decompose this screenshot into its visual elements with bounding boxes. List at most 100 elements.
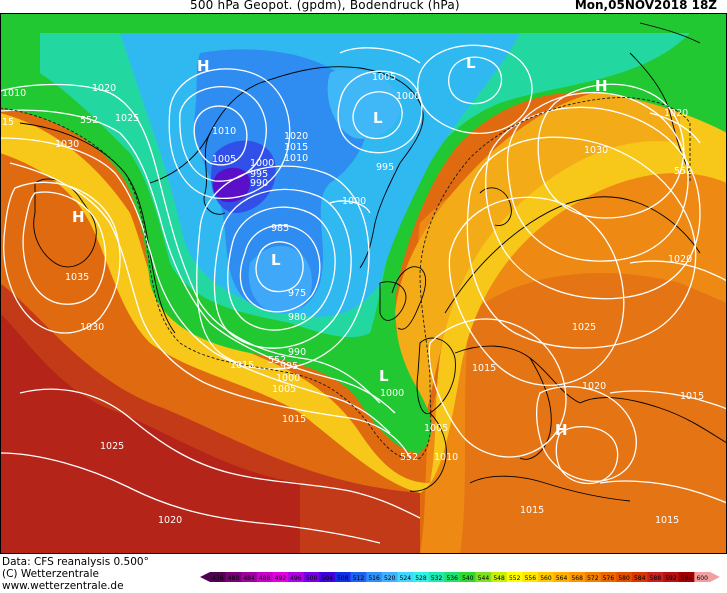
isobar-label: 1020	[92, 83, 116, 94]
isobar-label: 1000	[276, 373, 300, 384]
map-title: 500 hPa Geopot. (gpdm), Bodendruck (hPa)	[190, 0, 460, 12]
color-scale-tick: 500	[306, 575, 318, 582]
isobar-label: 1000	[342, 196, 366, 207]
color-scale-tick: 560	[540, 575, 552, 582]
pressure-center-low: L	[379, 367, 389, 385]
color-scale-cell	[241, 572, 258, 582]
gpdm-labels: 552 552 552 552	[80, 115, 692, 463]
pressure-centers: H H L L L H L H	[72, 54, 608, 439]
color-scale-tick: 572	[587, 575, 599, 582]
pressure-center-high: H	[595, 77, 608, 95]
isobar-label: 1020	[668, 254, 692, 265]
color-scale-tick: 584	[634, 575, 646, 582]
color-scale-tick: 592	[665, 575, 677, 582]
isobar-label: 1015	[520, 505, 544, 516]
color-scale-tick: 492	[275, 575, 287, 582]
color-scale-tick: 536	[446, 575, 458, 582]
isobar-label: 1020	[158, 515, 182, 526]
color-scale-cell	[616, 572, 633, 582]
color-scale-cell	[272, 572, 289, 582]
color-scale-cell	[350, 572, 367, 582]
coastlines	[19, 22, 727, 502]
pressure-center-low: L	[466, 54, 476, 72]
color-scale-tick: 504	[321, 575, 333, 582]
color-scale-tick: 516	[368, 575, 380, 582]
color-scale-cell	[288, 572, 305, 582]
color-scale-cell	[522, 572, 539, 582]
isobar-label: 1015	[282, 414, 306, 425]
data-source: Data: CFS reanalysis 0.500°	[2, 556, 149, 568]
color-scale-cell	[694, 572, 711, 582]
isobar-label: 1015	[680, 391, 704, 402]
gpdm-552-contour	[0, 97, 691, 460]
color-scale-tick: 588	[650, 575, 662, 582]
color-scale-cell	[647, 572, 664, 582]
color-scale-tick: 512	[353, 575, 365, 582]
isobar-label: 1020	[664, 108, 688, 119]
isobar-label: 1030	[55, 139, 79, 150]
color-scale-cell	[413, 572, 430, 582]
isobar-label: 985	[271, 223, 289, 234]
isobar-label: 1015	[472, 363, 496, 374]
timestamp: Mon,05NOV2018 18Z	[574, 0, 717, 12]
color-scale-tick: 488	[259, 575, 271, 582]
pressure-center-low: L	[271, 251, 281, 269]
isobar-label: 1025	[100, 441, 124, 452]
color-scale-tick: 596	[681, 575, 693, 582]
gpdm-label: 552	[268, 355, 286, 366]
isobar-label: 995	[250, 169, 268, 180]
color-scale-cell	[225, 572, 242, 582]
color-scale-cell	[428, 572, 445, 582]
isobar-label: 1000	[396, 91, 420, 102]
isobar-label: 975	[288, 288, 306, 299]
isobar-label: 1010	[2, 88, 26, 99]
color-scale-tick: 580	[618, 575, 630, 582]
isobar-label: 1035	[65, 272, 89, 283]
geopotential-field-ridge-orange	[395, 88, 680, 453]
color-scale-cell	[397, 572, 414, 582]
color-scale-tick: 532	[431, 575, 443, 582]
color-scale-cell	[210, 572, 226, 582]
isobar-label: 980	[288, 312, 306, 323]
color-scale-tick: 544	[478, 575, 490, 582]
gpdm-label: 552	[674, 166, 692, 177]
color-scale-cell	[631, 572, 648, 582]
isobar-label: 1005	[272, 384, 296, 395]
copyright: (C) Wetterzentrale	[2, 568, 99, 580]
isobar-label: 1020	[284, 131, 308, 142]
isobar-label: 1005	[212, 154, 236, 165]
color-scale-cell	[491, 572, 508, 582]
isobar-label: 1000	[380, 388, 404, 399]
color-scale-cell	[460, 572, 476, 582]
color-scale-cell	[335, 572, 351, 582]
color-scale-cell	[600, 572, 617, 582]
isobar-label: 1000	[250, 158, 274, 169]
footer: Data: CFS reanalysis 0.500° (C) Wetterze…	[0, 554, 727, 593]
color-scale-cell	[585, 572, 601, 582]
isobar-label: 1030	[80, 322, 104, 333]
color-scale-tick: 576	[603, 575, 615, 582]
map-panel: 1010 1020 1025 15 1030 1010 1005 1020 10…	[0, 13, 727, 554]
pressure-center-low: L	[373, 109, 383, 127]
color-scale-tick: 484	[243, 575, 255, 582]
color-scale-cell	[444, 572, 461, 582]
color-scale-cell	[678, 572, 695, 582]
gpdm-label: 552	[400, 452, 418, 463]
color-scale-cell	[538, 572, 555, 582]
isobar-label: 1025	[115, 113, 139, 124]
website: www.wetterzentrale.de	[2, 580, 124, 592]
isobar-label: 1015	[284, 142, 308, 153]
isobar-label: 1005	[424, 423, 448, 434]
color-scale-cell	[319, 572, 336, 582]
color-scale-cell	[366, 572, 383, 582]
geopotential-field-deep-blue	[194, 49, 369, 314]
color-scale-tick: 520	[384, 575, 396, 582]
color-scale-cell	[256, 572, 273, 582]
color-scale-cell	[663, 572, 680, 582]
color-scale-cell	[475, 572, 492, 582]
color-scale-tick: 480	[228, 575, 240, 582]
pressure-center-high: H	[197, 57, 210, 75]
color-scale-cells: 476 480 484 488 492 496 500 504 508 512 516 520 524 5…	[200, 572, 720, 582]
isobar-labels: 1010 1020 1025 15 1030 1010 1005 1020 10…	[2, 72, 704, 526]
